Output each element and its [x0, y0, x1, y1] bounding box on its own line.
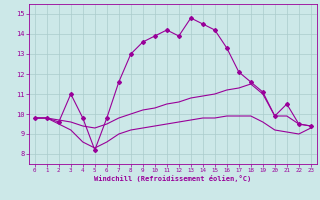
X-axis label: Windchill (Refroidissement éolien,°C): Windchill (Refroidissement éolien,°C) [94, 175, 252, 182]
